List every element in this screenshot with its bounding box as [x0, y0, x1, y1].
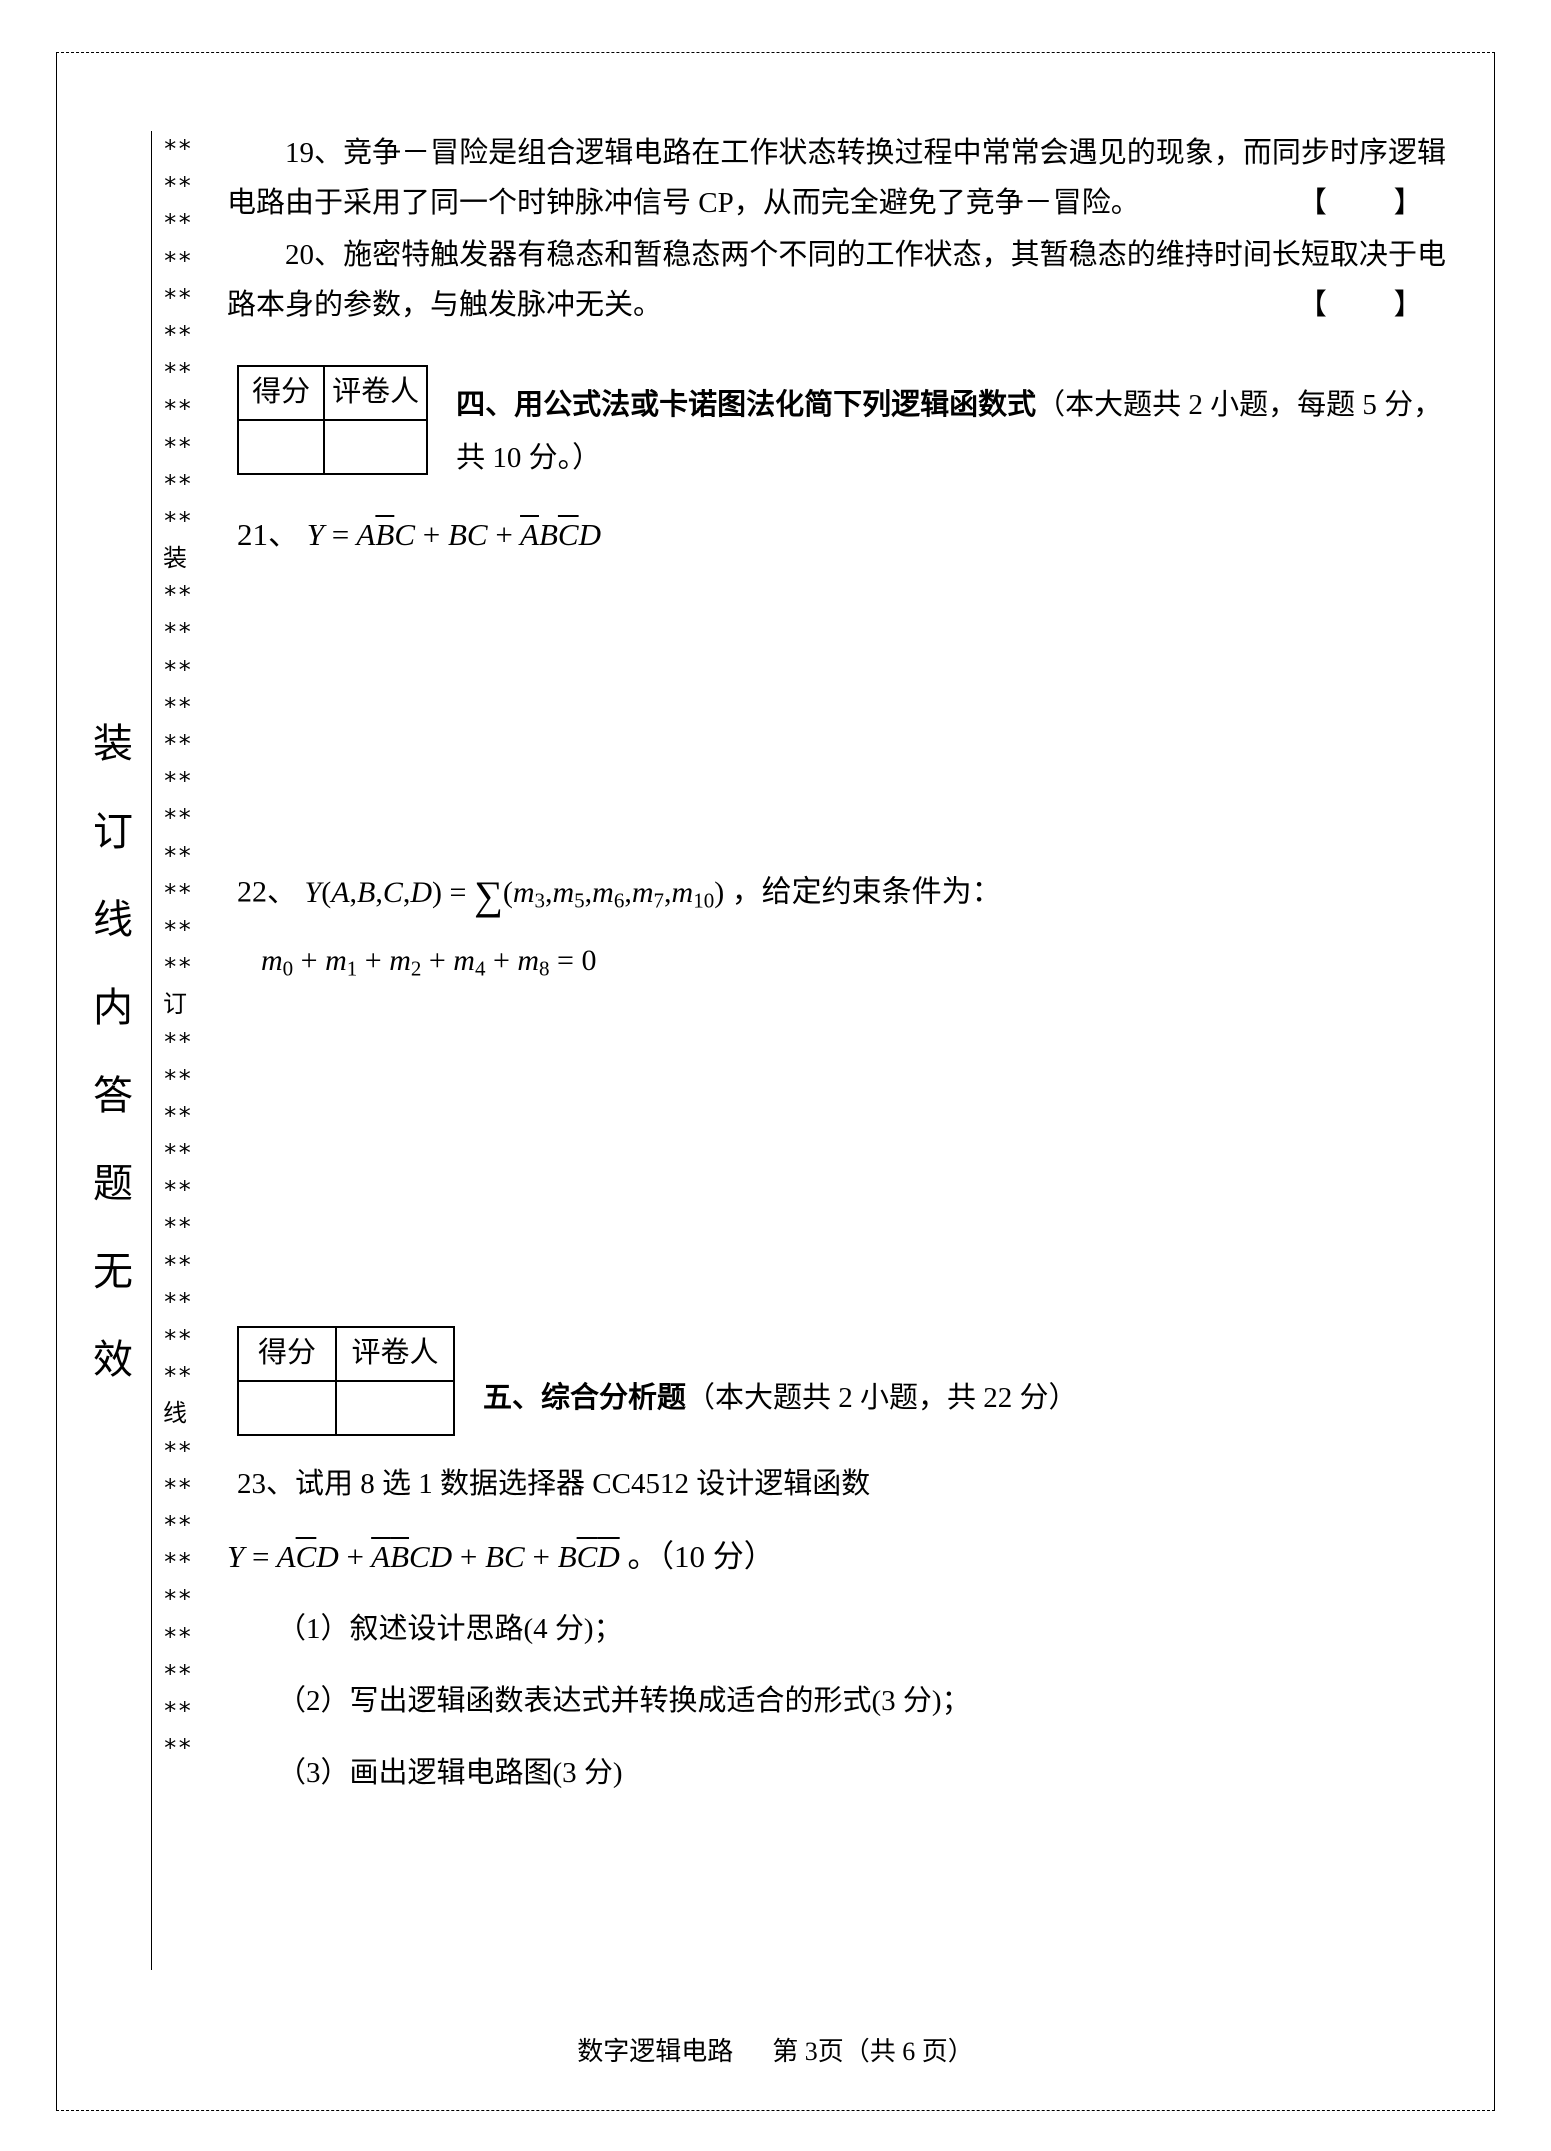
q20-number: 20、 [285, 239, 343, 271]
gutter-char: 无 [93, 1228, 133, 1316]
reviewer-cell[interactable] [324, 420, 427, 474]
section-4-title: 四、用公式法或卡诺图法化简下列逻辑函数式（本大题共 2 小题，每题 5 分，共 … [456, 365, 1446, 486]
section-5-title-tail: （本大题共 2 小题，共 22 分） [686, 1382, 1078, 1414]
q23-tail: 。（10 分） [627, 1539, 774, 1574]
gutter-char: 题 [93, 1140, 133, 1228]
score-table: 得分 评卷人 [237, 1326, 455, 1436]
gutter-divider [151, 131, 152, 1970]
gutter-char: 效 [93, 1316, 133, 1404]
footer-course: 数字逻辑电路 [577, 2037, 733, 2066]
question-19: 19、竞争－冒险是组合逻辑电路在工作状态转换过程中常常会遇见的现象，而同步时序逻… [227, 129, 1446, 229]
star-column: ** ** ** ** ** ** ** ** ** ** ** 装 ** **… [163, 131, 211, 1767]
q20-answer-bracket[interactable]: 【 】 [1298, 281, 1446, 331]
q19-number: 19、 [285, 137, 343, 169]
q22-label: 22、 [237, 876, 297, 909]
reviewer-header: 评卷人 [336, 1327, 454, 1381]
section-4-header: 得分 评卷人 四、用公式法或卡诺图法化简下列逻辑函数式（本大题共 2 小题，每题… [227, 365, 1446, 486]
reviewer-header: 评卷人 [324, 366, 427, 420]
gutter-char: 订 [93, 788, 133, 876]
score-cell[interactable] [238, 420, 324, 474]
question-23: 23、试用 8 选 1 数据选择器 CC4512 设计逻辑函数 Y = ACD … [237, 1458, 1446, 1800]
section-4-title-bold: 四、用公式法或卡诺图法化简下列逻辑函数式 [456, 389, 1036, 421]
section-5-header: 得分 评卷人 五、综合分析题（本大题共 2 小题，共 22 分） [227, 1326, 1446, 1436]
score-header: 得分 [238, 366, 324, 420]
question-21: 21、 Y = ABC + BC + ABCD [237, 508, 1446, 561]
score-table: 得分 评卷人 [237, 365, 428, 475]
question-22: 22、 Y(A,B,C,D) = ∑(m3,m5,m6,m7,m10) ，给定约… [227, 861, 1446, 986]
section-5-title-bold: 五、综合分析题 [483, 1382, 686, 1414]
q21-equation: Y = ABC + BC + ABCD [307, 517, 601, 552]
q23-sub2: （2）写出逻辑函数表达式并转换成适合的形式(3 分)； [277, 1675, 1446, 1729]
q23-equation: Y = ACD + ABCD + BC + BCD [227, 1539, 627, 1574]
q22-equation-line2: m0 + m1 + m2 + m4 + m8 = 0 [261, 944, 596, 977]
gutter-char: 装 [93, 700, 133, 788]
score-header: 得分 [238, 1327, 336, 1381]
q19-answer-bracket[interactable]: 【 】 [1298, 179, 1446, 229]
q22-equation-line1: Y(A,B,C,D) = ∑(m3,m5,m6,m7,m10) [305, 876, 732, 909]
q23-sub3: （3）画出逻辑电路图(3 分) [277, 1747, 1446, 1801]
q23-sub1: （1）叙述设计思路(4 分)； [277, 1603, 1446, 1657]
question-20: 20、施密特触发器有稳态和暂稳态两个不同的工作状态，其暂稳态的维持时间长短取决于… [227, 231, 1446, 331]
section-5-title: 五、综合分析题（本大题共 2 小题，共 22 分） [483, 1326, 1078, 1426]
gutter-char: 内 [93, 964, 133, 1052]
footer-page: 第 3页（共 6 页） [772, 2037, 974, 2066]
q23-label: 23、 [237, 1468, 295, 1500]
gutter-char: 答 [93, 1052, 133, 1140]
gutter-char: 线 [93, 876, 133, 964]
reviewer-cell[interactable] [336, 1381, 454, 1435]
page-frame: 装 订 线 内 答 题 无 效 ** ** ** ** ** ** ** ** … [56, 52, 1495, 2111]
q22-tail: ，给定约束条件为： [732, 876, 1002, 909]
q20-text: 施密特触发器有稳态和暂稳态两个不同的工作状态，其暂稳态的维持时间长短取决于电路本… [227, 239, 1446, 321]
q19-text: 竞争－冒险是组合逻辑电路在工作状态转换过程中常常会遇见的现象，而同步时序逻辑电路… [227, 137, 1446, 219]
binding-note-vertical: 装 订 线 内 答 题 无 效 [91, 133, 135, 1970]
page: 装 订 线 内 答 题 无 效 ** ** ** ** ** ** ** ** … [0, 0, 1551, 2151]
score-cell[interactable] [238, 1381, 336, 1435]
q21-label: 21、 [237, 517, 299, 552]
content-area: 19、竞争－冒险是组合逻辑电路在工作状态转换过程中常常会遇见的现象，而同步时序逻… [227, 129, 1446, 1990]
q23-text-a: 试用 8 选 1 数据选择器 CC4512 设计逻辑函数 [295, 1468, 870, 1500]
page-footer: 数字逻辑电路 第 3页（共 6 页） [57, 2031, 1494, 2068]
